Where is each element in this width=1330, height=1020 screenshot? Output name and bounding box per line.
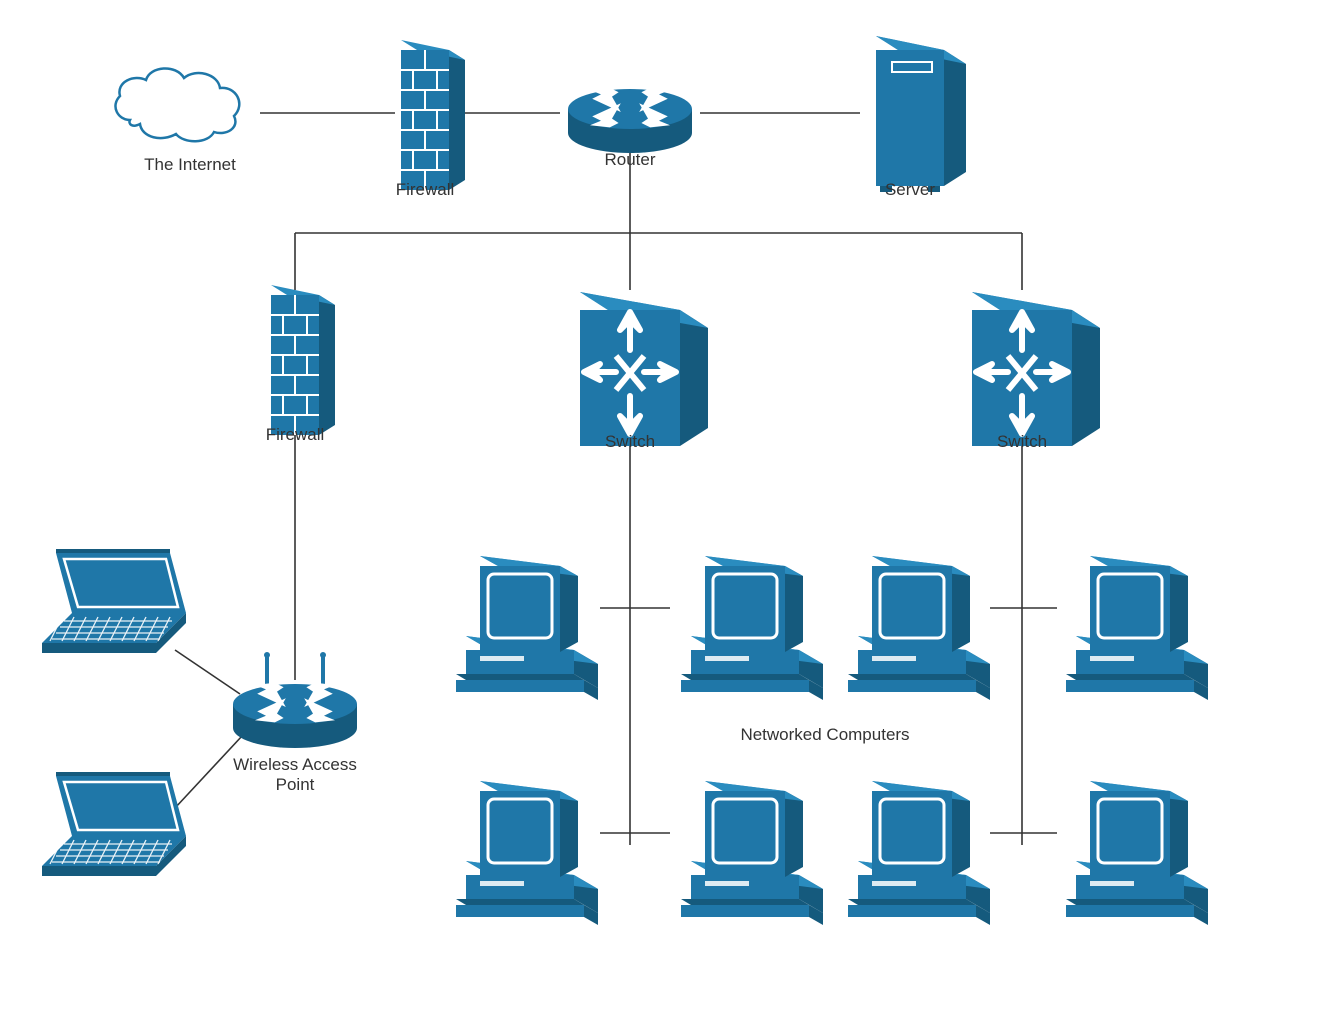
- pc1-icon: [456, 556, 598, 700]
- firewall1-label: Firewall: [335, 180, 515, 200]
- router-label: Router: [540, 150, 720, 170]
- pc8-icon: [1066, 781, 1208, 925]
- pc6-icon: [681, 781, 823, 925]
- server-icon: [876, 36, 966, 192]
- wap-label: Wireless Access Point: [205, 755, 385, 795]
- internet-icon: [115, 68, 239, 141]
- laptop2-icon: [42, 772, 186, 876]
- firewall2-icon: [271, 285, 335, 435]
- pc7-icon: [848, 781, 990, 925]
- pc5-icon: [456, 781, 598, 925]
- firewall2-label: Firewall: [205, 425, 385, 445]
- switch2-icon: [972, 292, 1100, 446]
- switch1-icon: [580, 292, 708, 446]
- edge: [175, 650, 240, 694]
- pc3-icon: [848, 556, 990, 700]
- router-icon: [568, 88, 692, 153]
- firewall1-icon: [401, 40, 465, 190]
- laptop1-icon: [42, 549, 186, 653]
- server-label: Server: [820, 180, 1000, 200]
- networked-computers-label: Networked Computers: [705, 725, 945, 745]
- pc4-icon: [1066, 556, 1208, 700]
- switch1-label: Switch: [540, 432, 720, 452]
- internet-label: The Internet: [100, 155, 280, 175]
- switch2-label: Switch: [932, 432, 1112, 452]
- pc2-icon: [681, 556, 823, 700]
